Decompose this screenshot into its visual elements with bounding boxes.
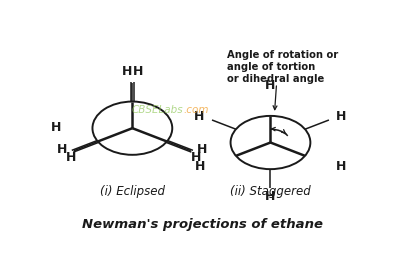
Text: H: H: [265, 190, 276, 203]
Text: H: H: [191, 151, 202, 164]
Text: H: H: [57, 143, 67, 156]
Text: H: H: [265, 79, 276, 92]
Text: H: H: [197, 143, 208, 156]
Text: (ii) Staggered: (ii) Staggered: [230, 185, 311, 198]
Text: H: H: [122, 65, 132, 78]
Text: H: H: [66, 151, 76, 164]
Text: H: H: [336, 110, 347, 123]
Text: Angle of rotation or
angle of tortion
or dihedral angle: Angle of rotation or angle of tortion or…: [227, 50, 338, 84]
Text: H: H: [133, 65, 143, 78]
Text: H: H: [195, 160, 205, 173]
Text: H: H: [194, 110, 205, 123]
Text: .com: .com: [183, 105, 209, 115]
Text: H: H: [336, 160, 346, 173]
Text: (i) Eclipsed: (i) Eclipsed: [100, 185, 165, 198]
Text: H: H: [50, 121, 61, 134]
Text: Newman's projections of ethane: Newman's projections of ethane: [82, 218, 324, 231]
Text: CBSELabs: CBSELabs: [131, 105, 183, 115]
